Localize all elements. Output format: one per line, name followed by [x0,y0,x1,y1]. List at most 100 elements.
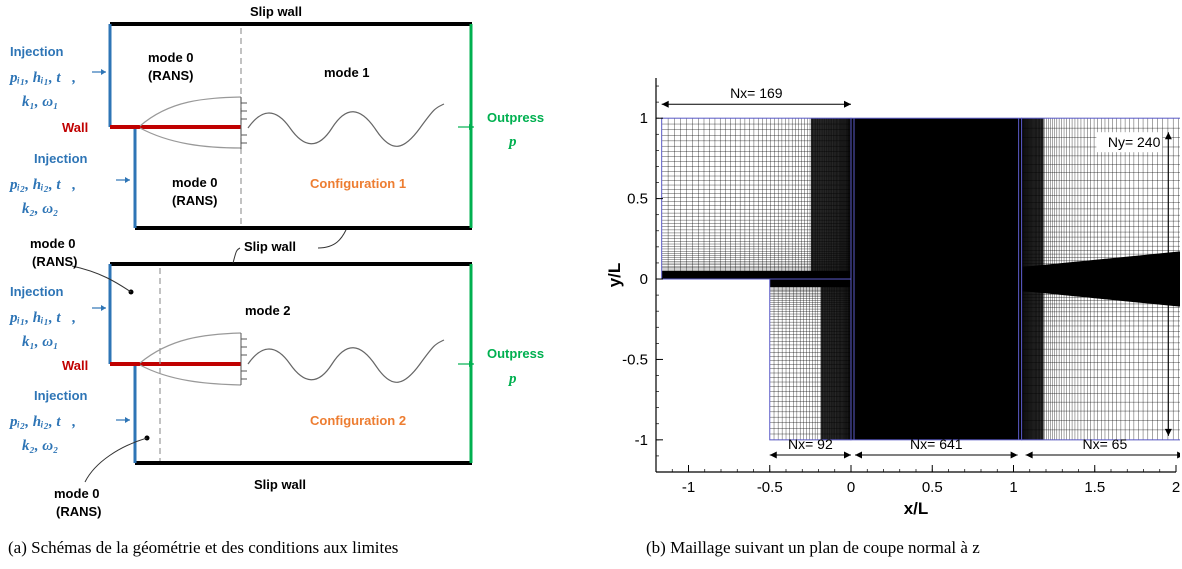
y-axis-label: y/L [605,263,624,288]
slip-wall-label-top: Slip wall [250,4,302,19]
dimension-label: Nx= 641 [910,436,963,452]
mesh-dense-band [1021,118,1044,440]
mesh-dense-wedge [1021,251,1180,307]
mode1-label: mode 1 [324,65,370,80]
mesh-dense-band [661,271,851,280]
y-tick-label: -0.5 [622,351,648,368]
leader-line-mid-slip-right [317,229,347,249]
mesh-block-border [1021,117,1180,441]
x-tick-label: 0 [847,479,855,496]
boundary-layer-upper-1 [139,96,242,127]
mesh-annotations: Nx= 169 Nx= 92 Nx= 641 Nx= 65 Ny= 240 [661,85,1180,459]
mesh-blocks [661,117,1180,441]
inlet-variables-bottom-1: pᵢ₂, hᵢ₂, t⃗, [8,177,76,193]
arrow-head [1177,451,1180,459]
inlet-variables-bottom-2: pᵢ₂, hᵢ₂, t⃗, [8,414,76,430]
injection-label-bottom-1: Injection [34,151,88,166]
mesh-dense-band [769,279,851,288]
inlet-variables-top-1: pᵢ₁, hᵢ₁, t⃗, [8,70,76,86]
injection-label-bottom-2: Injection [34,388,88,403]
arrow-head [661,100,669,108]
rans-label-top-1: (RANS) [148,68,194,83]
y-tick-label: 0.5 [627,191,648,208]
leader-line-mid-slip [232,247,241,264]
mesh-dense-band [811,118,851,280]
arrow-head [844,100,851,108]
caption-a: (a) Schémas de la géométrie et des condi… [8,538,399,557]
pressure-symbol-1: p [507,134,517,150]
slip-wall-label-mid: Slip wall [244,239,296,254]
x-tick-label: -0.5 [757,479,783,496]
leader-line-mode0-top [71,265,132,293]
pressure-symbol-2: p [507,371,517,387]
mesh-block-upper-inlet [661,117,852,280]
caption-b: (b) Maillage suivant un plan de coupe no… [646,538,980,557]
turbulence-variables-top-1: k₁, ω₁ [22,94,58,110]
mesh-plot: Nx= 169 Nx= 92 Nx= 641 Nx= 65 Ny= 240 -1 -0.5… [605,78,1180,518]
boundary-layer-lower-1 [139,127,242,149]
rans-label-top-2: (RANS) [32,254,78,269]
x-tick-label: 0.5 [922,479,943,496]
axis-ticks: -1 -0.5 0 0.5 1 1.5 2 1 0.5 0 -0.5 -1 [622,85,1180,496]
configuration-1-label: Configuration 1 [310,176,406,191]
rans-label-bottom-2: (RANS) [56,504,102,519]
profile-ticks-1 [241,102,247,144]
mesh-block-outlet [1021,117,1180,441]
mode0-label-bottom-2: mode 0 [54,486,100,501]
boundary-layer-upper-2 [139,332,242,364]
label-backdrop [1096,132,1163,153]
mesh-block-central [850,117,1023,441]
arrow-head [1010,451,1018,459]
x-tick-label: 2 [1172,479,1180,496]
slip-wall-label-bottom: Slip wall [254,477,306,492]
mixing-layer-wave-1 [247,103,445,147]
configuration-2-label: Configuration 2 [310,413,406,428]
rans-label-bottom-1: (RANS) [172,193,218,208]
turbulence-variables-top-2: k₁, ω₁ [22,334,58,350]
wall-label-2: Wall [62,358,88,373]
outpress-label-1: Outpress [487,110,544,125]
dimension-arrow: Nx= 92 [769,436,851,459]
outpress-label-2: Outpress [487,346,544,361]
leader-line-mode0-bottom [84,437,148,483]
injection-label-top-2: Injection [10,284,64,299]
dimension-arrow: Nx= 65 [1025,436,1180,459]
dimension-label: Nx= 65 [1083,436,1128,452]
geometry-schematic: Slip wall Injection pᵢ₁, hᵢ₁, t⃗, k₁, ω₁… [8,4,544,519]
configuration-1-diagram [92,22,474,230]
x-tick-label: 1 [1009,479,1017,496]
mixing-layer-wave-2 [247,339,445,383]
arrow-head [855,451,862,459]
profile-ticks-2 [241,338,247,380]
mode0-label-top-1: mode 0 [148,50,194,65]
mesh-block-lower-inlet [769,278,852,441]
arrow-head [1164,132,1172,140]
injection-label-top-1: Injection [10,44,64,59]
mesh-dense-band [821,279,851,440]
arrow-head [1164,428,1172,436]
mesh-dense-region [851,118,1022,440]
turbulence-variables-bottom-2: k₂, ω₂ [22,438,58,454]
x-tick-label: -1 [682,479,695,496]
dimension-arrow: Nx= 641 [855,436,1018,459]
inlet-variables-top-2: pᵢ₁, hᵢ₁, t⃗, [8,310,76,326]
dimension-arrow: Nx= 169 [661,85,851,108]
dimension-label: Nx= 169 [730,85,783,101]
y-tick-label: 0 [640,271,648,288]
boundary-layer-lower-2 [139,364,242,386]
turbulence-variables-bottom-1: k₂, ω₂ [22,201,58,217]
y-tick-label: -1 [635,432,648,449]
mode0-label-bottom-1: mode 0 [172,175,218,190]
dimension-label: Nx= 92 [788,436,833,452]
x-tick-label: 1.5 [1084,479,1105,496]
arrow-head [1025,451,1033,459]
y-tick-label: 1 [640,110,648,127]
arrow-head [844,451,851,459]
dimension-label: Ny= 240 [1108,134,1161,150]
configuration-2-diagram [71,262,474,483]
wall-label-1: Wall [62,120,88,135]
mode2-label: mode 2 [245,303,291,318]
x-axis-label: x/L [904,499,929,518]
mode0-label-top-2: mode 0 [30,236,76,251]
dimension-arrow-vertical: Ny= 240 [1096,132,1172,436]
